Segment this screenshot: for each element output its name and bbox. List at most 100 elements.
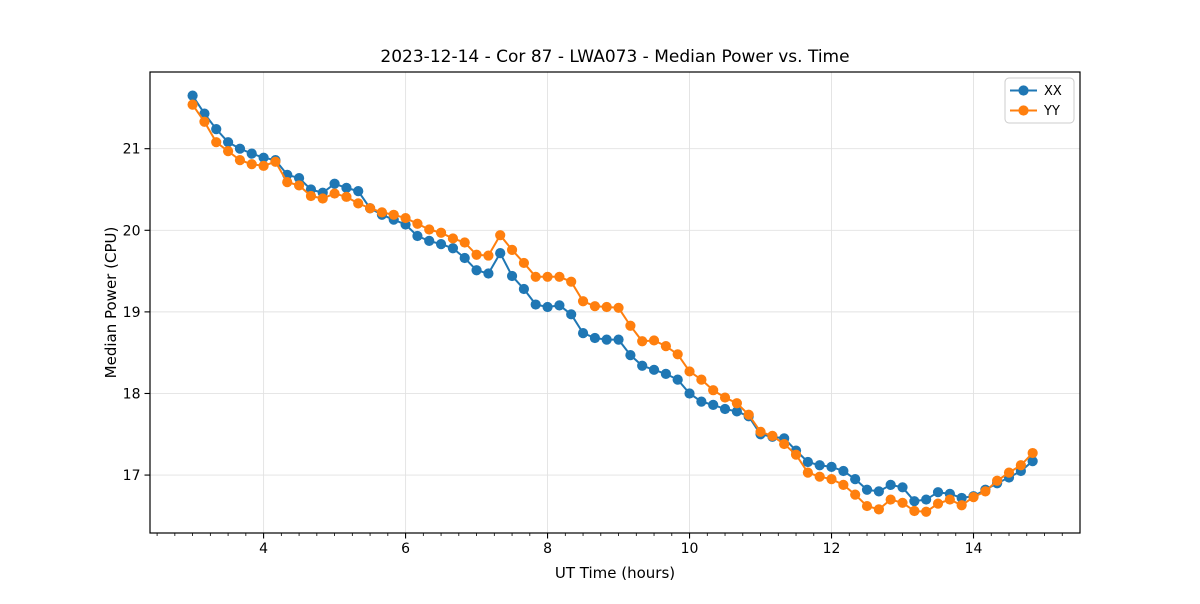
series-yy-marker bbox=[850, 489, 861, 500]
legend-marker-xx bbox=[1018, 85, 1029, 96]
series-yy-marker bbox=[447, 233, 459, 244]
series-xx-marker bbox=[802, 456, 813, 468]
y-tick-label: 17 bbox=[123, 468, 141, 484]
series-yy-marker bbox=[992, 475, 1003, 486]
series-xx-marker bbox=[684, 388, 695, 399]
series-xx-marker bbox=[731, 406, 742, 417]
series-xx-marker bbox=[412, 230, 423, 242]
y-tick-label: 21 bbox=[123, 142, 141, 158]
series-yy-marker bbox=[293, 180, 305, 191]
series-yy-marker bbox=[743, 409, 754, 420]
series-yy-marker bbox=[980, 486, 991, 497]
legend-box bbox=[1004, 77, 1075, 124]
series-yy-marker bbox=[613, 302, 624, 313]
series-xx-marker bbox=[932, 487, 944, 498]
series-xx-marker bbox=[601, 334, 612, 345]
series-yy-marker bbox=[222, 146, 234, 157]
series-xx-marker bbox=[589, 332, 601, 344]
y-tick-label: 18 bbox=[123, 386, 141, 402]
series-yy-marker bbox=[329, 188, 340, 199]
series-yy-marker bbox=[767, 430, 778, 442]
y-axis-label: Median Power (CPU) bbox=[102, 227, 120, 379]
series-xx-marker bbox=[222, 137, 234, 148]
series-xx-marker bbox=[471, 265, 482, 276]
series-yy-marker bbox=[885, 494, 896, 505]
series-yy-marker bbox=[577, 296, 589, 307]
series-xx-marker bbox=[447, 243, 459, 254]
plot-border bbox=[149, 71, 1081, 534]
series-yy-marker bbox=[790, 449, 802, 460]
series-yy-marker bbox=[530, 271, 541, 282]
series-yy-marker bbox=[696, 374, 707, 385]
series-xx-marker bbox=[637, 360, 648, 371]
series-xx-marker bbox=[672, 374, 683, 385]
series-yy-marker bbox=[341, 191, 352, 202]
series-yy-marker bbox=[648, 335, 660, 346]
legend-entry-xx: XX bbox=[1010, 84, 1062, 99]
series-xx-marker bbox=[424, 235, 435, 246]
series-xx-marker bbox=[814, 460, 825, 471]
series-xx-marker bbox=[850, 474, 861, 485]
series-yy-marker bbox=[1015, 460, 1026, 471]
series-xx-marker bbox=[660, 368, 672, 379]
series-yy-marker bbox=[388, 209, 399, 220]
series-xx-marker bbox=[921, 494, 932, 505]
legend-marker-yy bbox=[1018, 105, 1029, 116]
x-tick-label: 10 bbox=[681, 541, 699, 557]
series-yy-marker bbox=[601, 301, 612, 313]
series-xx-marker bbox=[187, 90, 198, 101]
legend-entry-yy: YY bbox=[1010, 104, 1060, 119]
series-yy-marker bbox=[873, 504, 884, 515]
series-xx-marker bbox=[648, 364, 660, 375]
x-tick-label: 12 bbox=[823, 541, 841, 557]
series-yy-marker bbox=[731, 398, 742, 409]
series-yy-marker bbox=[364, 203, 376, 214]
legend: XX YY bbox=[1004, 77, 1075, 124]
series-xx-marker bbox=[566, 309, 577, 320]
series-yy-marker bbox=[353, 198, 364, 209]
series-yy-marker bbox=[1027, 447, 1038, 459]
series-yy-marker bbox=[956, 500, 967, 511]
series-yy-marker bbox=[897, 497, 908, 508]
series-xx-marker bbox=[956, 492, 967, 504]
y-tick-label: 19 bbox=[123, 305, 141, 321]
series-xx-marker bbox=[211, 124, 222, 135]
series-xx-marker bbox=[495, 248, 506, 259]
series-xx-marker bbox=[483, 268, 494, 279]
series-yy-marker bbox=[672, 349, 683, 360]
x-tick-label: 8 bbox=[543, 541, 552, 557]
series-xx-marker bbox=[826, 461, 837, 473]
series-yy-marker bbox=[483, 250, 494, 261]
series-yy-marker bbox=[637, 336, 648, 347]
series-yy-marker bbox=[282, 177, 293, 188]
series-layer bbox=[187, 90, 1038, 517]
series-yy-marker bbox=[554, 271, 565, 282]
series-yy-marker bbox=[542, 271, 553, 282]
series-xx-marker bbox=[518, 283, 530, 295]
series-xx-marker bbox=[435, 239, 447, 250]
series-yy-marker bbox=[814, 471, 825, 482]
y-tick-label: 20 bbox=[123, 223, 141, 239]
series-yy-marker bbox=[944, 494, 955, 505]
series-yy-marker bbox=[566, 276, 577, 287]
series-yy-marker bbox=[424, 224, 435, 235]
series-yy-marker bbox=[270, 156, 281, 167]
series-xx-marker bbox=[329, 178, 340, 189]
series-yy-marker bbox=[459, 237, 470, 248]
series-xx-marker bbox=[293, 172, 305, 184]
series-yy-marker bbox=[909, 505, 920, 517]
series-xx-marker bbox=[577, 327, 589, 339]
x-axis-label: UT Time (hours) bbox=[555, 564, 675, 582]
series-yy-marker bbox=[719, 392, 731, 403]
series-xx-marker bbox=[838, 465, 849, 477]
series-yy-marker bbox=[506, 244, 518, 255]
series-yy-marker bbox=[211, 137, 222, 148]
series-yy-marker bbox=[838, 479, 849, 490]
x-tick-label: 14 bbox=[965, 541, 983, 557]
series-yy-marker bbox=[779, 438, 790, 450]
series-yy-marker bbox=[589, 301, 601, 312]
series-xx-marker bbox=[234, 143, 246, 154]
series-xx-marker bbox=[861, 484, 873, 495]
